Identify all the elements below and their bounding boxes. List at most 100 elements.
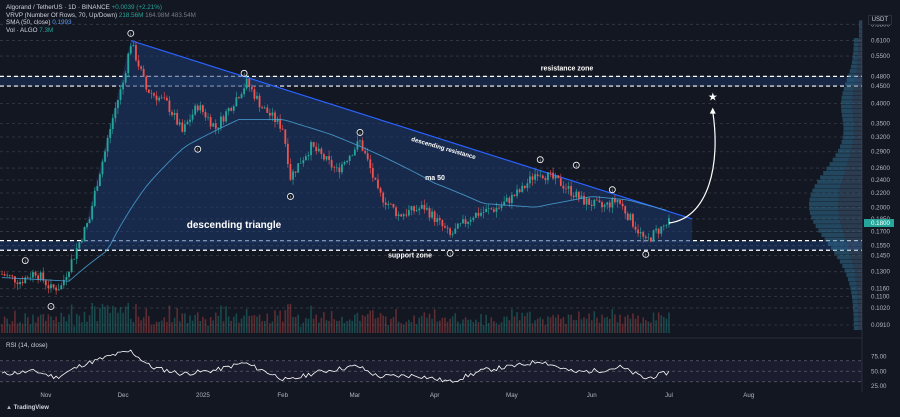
candle-body [73,258,76,260]
volume-bar [611,309,614,333]
volume-profile-bar-up [834,250,850,255]
candle-body [348,155,351,161]
volume-profile-bar-up [840,144,853,149]
volume-profile-bar-down [855,77,862,82]
volume-bar [276,315,279,333]
candle-body [500,205,503,209]
pivot-arrow-down-icon: ↓ [243,71,246,77]
volume-bar [508,320,511,333]
candle-body [405,214,408,216]
volume-bar [423,312,426,333]
volume-bar [8,324,11,333]
branding[interactable]: ▲ TradingView [6,405,49,411]
candle-body [135,45,137,61]
volume-label: Vol · ALGO [6,26,38,34]
candle-body [276,118,279,123]
volume-bar [382,315,384,333]
pivot-marker [608,186,616,194]
currency-selector[interactable]: USDT [867,15,892,25]
volume-bar [34,322,37,333]
candle-body [637,229,639,234]
volume-bar [155,321,158,333]
candle-body [420,204,423,209]
candle-body [328,156,330,160]
symbol-row: Algorand / TetherUS · 1D · BINANCE +0.00… [6,4,196,12]
candle-body [415,210,418,212]
volume-bar [297,314,299,333]
volume-bar [70,304,73,333]
volume-bar [534,320,536,333]
volume-profile-bar-up [839,259,853,264]
candle-body [577,191,580,199]
resistance-zone-band [0,76,862,87]
volume-bar [199,321,202,333]
volume-bar [83,311,86,333]
candle-body [634,226,637,230]
volume-bar [529,311,531,333]
volume-bar [552,314,554,333]
volume-profile-bar-up [809,197,839,202]
volume-bar [245,309,248,333]
pivot-arrow-up-icon: ↑ [197,147,200,153]
candle-body [11,275,14,277]
volume-bar [359,320,361,333]
vrvp-row[interactable]: VRVP (Number Of Rows, 70, Up/Down) 218.5… [6,12,196,20]
volume-profile-bar-down [850,153,862,158]
candle-body [518,189,521,192]
candle-body [529,176,531,184]
pivot-arrow-up-icon: ↑ [449,251,452,257]
volume-bar [178,321,181,333]
candle-body [196,105,199,111]
volume-profile-bar-up [826,166,846,171]
volume-bar [122,312,124,333]
volume-bar [413,315,415,333]
volume-profile-bar-up [820,175,844,180]
volume-bar [323,312,325,333]
candle-body [531,176,534,180]
candle-body [323,154,325,160]
volume-profile-bar-down [857,64,862,69]
candle-body [312,142,315,147]
candle-body [438,218,441,221]
candle-body [50,284,52,289]
candle-body [565,188,567,190]
candle-body [456,223,459,229]
volume-profile-bar-up [821,232,844,237]
volume-bar [189,315,191,333]
candle-body [29,277,32,279]
volume-profile-bar-down [848,157,862,162]
rsi-legend[interactable]: RSI (14, close) [6,342,48,349]
candle-body [451,233,454,235]
candle-body [245,78,248,89]
candle-body [338,167,341,173]
volume-bar [400,323,402,333]
candle-body [243,88,245,95]
annotation-resistance-zone: resistance zone [541,65,594,72]
volume-bar [665,318,668,333]
sma-value: 0.1993 [52,19,72,27]
symbol-title[interactable]: Algorand / TetherUS · 1D · BINANCE [6,4,110,11]
candle-body [78,242,81,249]
volume-profile-bar-down [853,131,862,136]
volume-row[interactable]: Vol · ALGO 7.3M [6,27,196,35]
candle-body [253,89,256,99]
candle-body [541,175,544,179]
volume-bar [158,321,160,333]
y-tick-label: 0.4800 [871,73,890,80]
candle-body [302,160,305,164]
volume-bar [663,316,665,333]
volume-profile-bar-down [841,224,862,229]
candle-body [379,188,382,193]
candle-body [129,46,132,54]
candle-body [668,218,670,225]
candle-body [238,97,240,99]
candle-body [52,284,55,288]
candle-body [34,272,37,276]
y-tick-label: 0.1020 [871,305,890,312]
sma-row[interactable]: SMA (50, close) 0.1993 [6,19,196,27]
candle-body [387,203,390,205]
volume-profile-bar-down [854,82,862,87]
volume-bar [230,320,233,333]
volume-profile-bar-up [824,237,846,242]
